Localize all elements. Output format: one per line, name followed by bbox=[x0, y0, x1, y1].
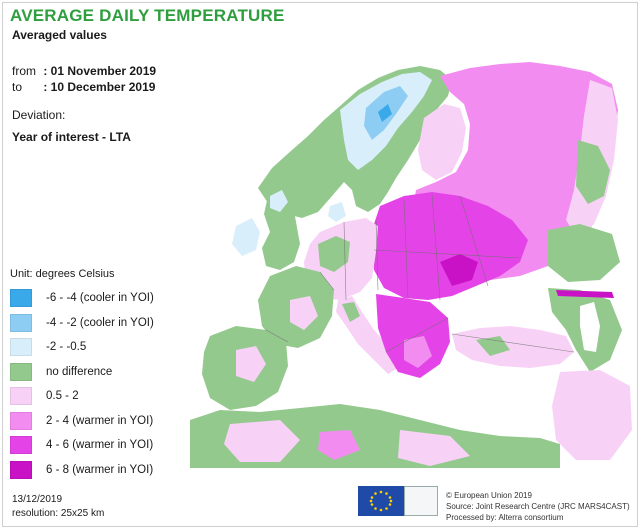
legend-item: no difference bbox=[10, 360, 190, 385]
footer-copyright: © European Union 2019 bbox=[446, 491, 532, 500]
land-africa-pink-1 bbox=[224, 420, 300, 462]
eu-star bbox=[388, 496, 392, 499]
hot-spot-ukraine bbox=[440, 254, 478, 286]
eu-star bbox=[370, 503, 374, 506]
border-7 bbox=[343, 221, 347, 301]
partner-logo-icon bbox=[404, 486, 438, 516]
legend: Unit: degrees Celsius -6 - -4 (cooler in… bbox=[10, 268, 190, 482]
map-subtitle: Averaged values bbox=[12, 28, 107, 42]
land-denmark bbox=[328, 202, 346, 222]
legend-swatch bbox=[10, 411, 32, 430]
eu-star bbox=[370, 496, 374, 499]
border-4 bbox=[373, 249, 521, 259]
eu-star bbox=[374, 492, 377, 495]
legend-swatch bbox=[10, 313, 32, 332]
legend-label: 0.5 - 2 bbox=[46, 390, 79, 403]
land-africa-mid-pink bbox=[318, 430, 360, 460]
land-france-pink bbox=[290, 296, 318, 330]
legend-item: -6 - -4 (cooler in YOI) bbox=[10, 286, 190, 311]
to-label: to bbox=[12, 80, 23, 94]
legend-swatch bbox=[10, 387, 32, 406]
border-10 bbox=[451, 333, 575, 353]
border-6 bbox=[265, 329, 289, 343]
hot-strip-caucasus bbox=[556, 290, 614, 298]
legend-swatch bbox=[10, 362, 32, 381]
footer-date: 13/12/2019 bbox=[12, 494, 63, 505]
border-1 bbox=[375, 219, 379, 291]
black-sea bbox=[462, 292, 536, 326]
from-row: from : 01 November 2019 bbox=[12, 64, 156, 78]
border-9 bbox=[385, 317, 449, 353]
land-africa-pink-2 bbox=[398, 430, 470, 466]
to-value: : 10 December 2019 bbox=[43, 80, 156, 94]
legend-item: 2 - 4 (warmer in YOI) bbox=[10, 409, 190, 434]
cool-spot-1 bbox=[378, 104, 392, 122]
from-value: : 01 November 2019 bbox=[43, 64, 157, 78]
land-scotland-blue bbox=[270, 190, 288, 212]
legend-swatch bbox=[10, 436, 32, 455]
eu-flag-stars bbox=[369, 490, 393, 512]
footer-resolution: resolution: 25x25 km bbox=[12, 508, 105, 519]
legend-label: -6 - -4 (cooler in YOI) bbox=[46, 292, 154, 305]
legend-label: 4 - 6 (warmer in YOI) bbox=[46, 439, 154, 452]
eu-flag-icon bbox=[358, 486, 404, 516]
eu-star bbox=[379, 490, 383, 494]
land-finland bbox=[418, 104, 466, 180]
deviation-label: Deviation: bbox=[12, 108, 66, 122]
eu-star bbox=[389, 499, 393, 503]
land-turkey-green bbox=[476, 336, 510, 356]
eu-star bbox=[385, 507, 388, 510]
eu-star bbox=[369, 499, 373, 503]
footer-processed: Processed by: Alterra consortium bbox=[446, 513, 564, 522]
border-3 bbox=[431, 193, 441, 301]
legend-swatch bbox=[10, 338, 32, 357]
legend-items: -6 - -4 (cooler in YOI) -4 - -2 (cooler … bbox=[10, 286, 190, 482]
land-central-east bbox=[372, 192, 528, 300]
country-borders bbox=[265, 193, 575, 353]
land-east-green bbox=[576, 140, 610, 204]
legend-label: no difference bbox=[46, 365, 113, 378]
land-balkans-light bbox=[404, 336, 432, 368]
land-kazakh-green bbox=[548, 224, 620, 282]
legend-label: -4 - -2 (cooler in YOI) bbox=[46, 316, 154, 329]
legend-item: 0.5 - 2 bbox=[10, 384, 190, 409]
legend-swatch bbox=[10, 460, 32, 479]
land-balkans bbox=[376, 294, 450, 378]
border-2 bbox=[403, 199, 409, 299]
border-8 bbox=[459, 195, 489, 287]
eu-star bbox=[374, 507, 377, 510]
legend-title: Unit: degrees Celsius bbox=[10, 268, 115, 280]
land-turkey bbox=[452, 326, 574, 368]
eu-star bbox=[388, 503, 392, 506]
land-italy-green bbox=[342, 302, 360, 322]
land-iberia-pink bbox=[236, 346, 266, 382]
border-5 bbox=[319, 271, 335, 291]
to-row: to : 10 December 2019 bbox=[12, 80, 155, 94]
legend-label: -2 - -0.5 bbox=[46, 341, 87, 354]
legend-swatch bbox=[10, 289, 32, 308]
deviation-value: Year of interest - LTA bbox=[12, 130, 131, 144]
land-ireland bbox=[232, 218, 260, 256]
footer-source: Source: Joint Research Centre (JRC MARS4… bbox=[446, 502, 630, 511]
legend-item: -2 - -0.5 bbox=[10, 335, 190, 360]
legend-label: 6 - 8 (warmer in YOI) bbox=[46, 463, 154, 476]
from-label: from bbox=[12, 64, 36, 78]
eu-flag-field bbox=[358, 486, 404, 516]
eu-star bbox=[379, 508, 383, 512]
land-germany-green bbox=[318, 236, 350, 272]
legend-label: 2 - 4 (warmer in YOI) bbox=[46, 414, 154, 427]
map-title: AVERAGE DAILY TEMPERATURE bbox=[10, 6, 285, 25]
legend-item: 4 - 6 (warmer in YOI) bbox=[10, 433, 190, 458]
eu-star bbox=[385, 492, 388, 495]
caspian-sea bbox=[580, 302, 600, 352]
legend-item: 6 - 8 (warmer in YOI) bbox=[10, 458, 190, 483]
legend-item: -4 - -2 (cooler in YOI) bbox=[10, 311, 190, 336]
land-middle-east bbox=[552, 370, 632, 460]
